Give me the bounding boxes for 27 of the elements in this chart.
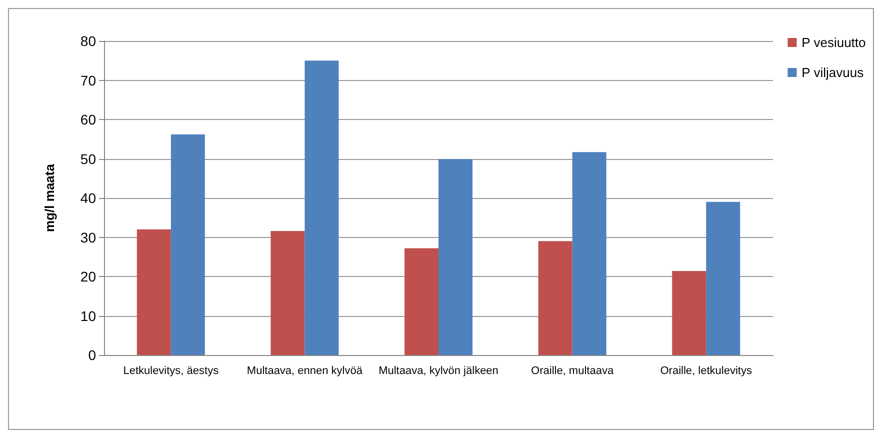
x-tick-label: Multaava, kylvön jälkeen xyxy=(378,365,498,377)
bar xyxy=(404,248,438,355)
bar xyxy=(170,134,205,355)
y-tick-label: 40 xyxy=(80,190,96,206)
bar xyxy=(304,60,339,355)
y-tick-label: 50 xyxy=(80,150,96,167)
bar xyxy=(136,229,171,355)
bar xyxy=(438,159,472,355)
bar xyxy=(706,202,740,355)
bar xyxy=(270,230,305,355)
y-tick-label: 30 xyxy=(80,229,96,246)
x-tick-label: Letkulevitys, äestys xyxy=(123,365,220,377)
y-tick-label: 60 xyxy=(80,112,96,128)
y-tick-label: 20 xyxy=(80,268,96,284)
x-tick-label: Oraille, multaava xyxy=(531,365,614,377)
y-tick-label: 70 xyxy=(80,72,96,88)
bar xyxy=(672,271,706,355)
y-tick-label: 80 xyxy=(80,33,96,49)
legend-label: P viljavuus xyxy=(802,65,864,80)
x-tick-label: Multaava, ennen kylvöä xyxy=(246,365,364,377)
y-tick-label: 0 xyxy=(88,347,96,363)
legend-label: P vesiuutto xyxy=(802,35,866,50)
x-tick-label: Oraille, letkulevitys xyxy=(660,365,752,377)
y-tick-label: 10 xyxy=(80,308,96,324)
bar xyxy=(538,241,572,355)
bar xyxy=(572,152,606,355)
y-axis-title: mg/l maata xyxy=(42,163,57,232)
